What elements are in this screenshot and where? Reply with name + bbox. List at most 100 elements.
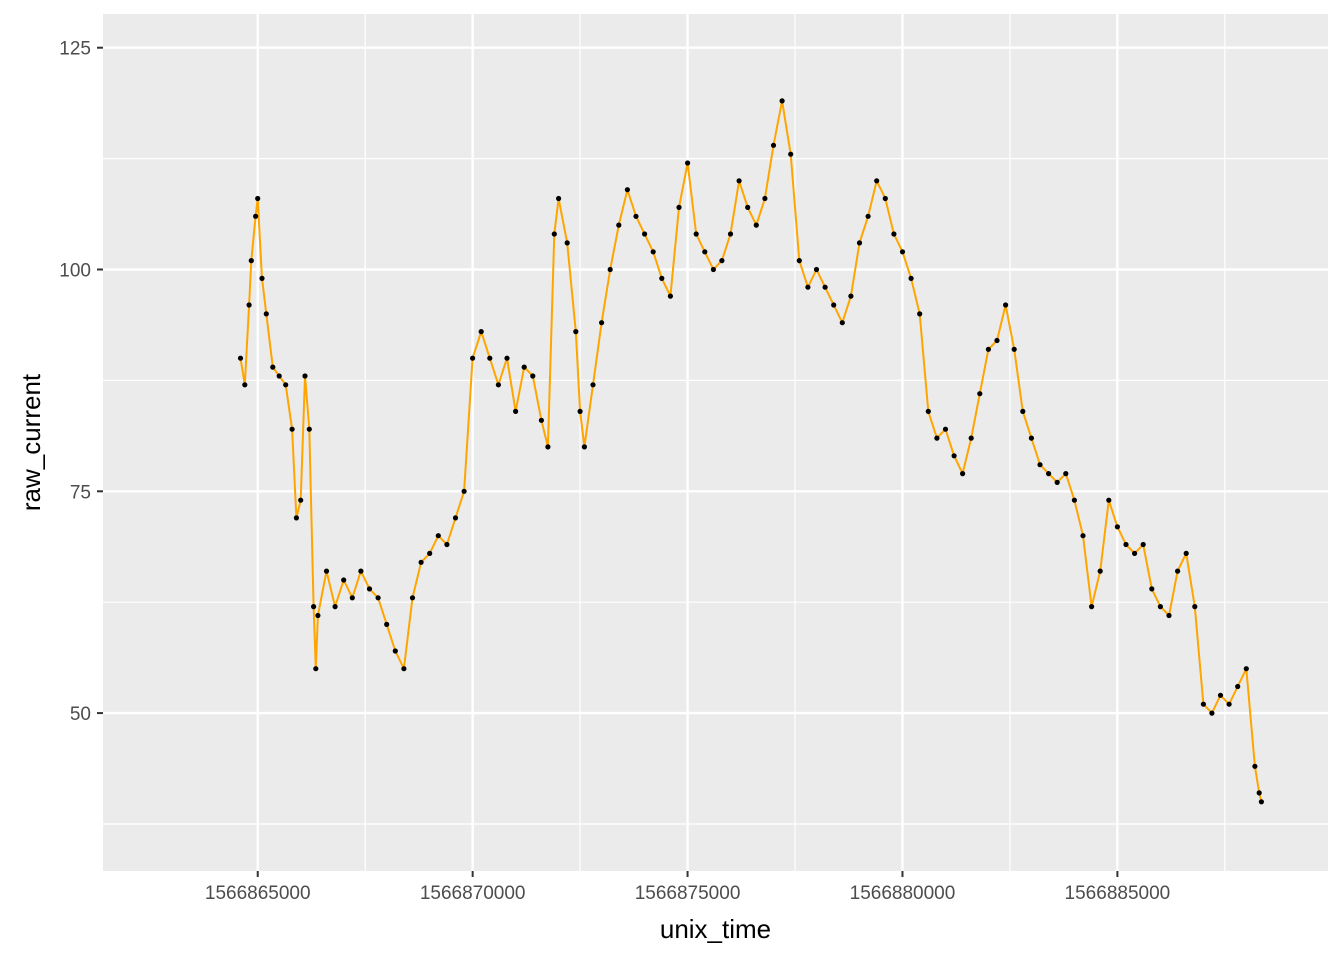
data-point-0-104 xyxy=(1037,462,1043,468)
data-point-0-12 xyxy=(293,515,299,521)
y-tick-label-1: 75 xyxy=(70,482,91,503)
data-point-0-118 xyxy=(1157,604,1163,610)
y-axis-title: raw_current xyxy=(16,373,46,511)
x-tick-label-4: 1566885000 xyxy=(1065,883,1171,904)
data-point-0-14 xyxy=(302,373,308,379)
minor-gridlines xyxy=(103,14,1328,871)
data-point-0-30 xyxy=(418,559,424,565)
data-point-0-117 xyxy=(1149,586,1155,592)
data-point-0-100 xyxy=(1003,302,1009,308)
data-point-0-90 xyxy=(917,311,923,317)
data-point-0-116 xyxy=(1140,541,1146,548)
data-point-0-16 xyxy=(311,604,317,610)
data-point-0-11 xyxy=(289,426,295,432)
data-point-0-82 xyxy=(848,293,854,299)
data-point-0-123 xyxy=(1200,701,1206,707)
data-point-0-127 xyxy=(1235,683,1241,690)
data-point-0-74 xyxy=(779,98,785,104)
data-point-0-98 xyxy=(985,346,992,352)
data-point-0-59 xyxy=(650,249,656,255)
data-point-0-38 xyxy=(487,355,493,361)
y-tick-label-3: 125 xyxy=(59,39,91,60)
data-point-0-87 xyxy=(891,231,897,237)
data-point-0-5 xyxy=(255,195,261,202)
data-point-0-76 xyxy=(796,258,802,264)
data-point-0-53 xyxy=(599,320,605,326)
series-points-layer xyxy=(237,98,1264,805)
data-point-0-78 xyxy=(813,266,820,273)
data-point-0-109 xyxy=(1080,533,1086,539)
data-point-0-22 xyxy=(349,595,355,601)
data-point-0-9 xyxy=(276,373,282,379)
data-point-0-89 xyxy=(908,275,914,281)
x-tick-label-3: 1566880000 xyxy=(850,883,956,904)
data-point-0-72 xyxy=(762,195,768,202)
y-tick-label-2: 100 xyxy=(59,261,91,282)
data-point-0-124 xyxy=(1209,710,1215,716)
data-point-0-77 xyxy=(805,284,811,290)
data-point-0-73 xyxy=(770,142,777,148)
data-point-0-108 xyxy=(1071,497,1077,503)
data-point-0-2 xyxy=(246,302,252,308)
data-point-0-68 xyxy=(727,231,734,237)
data-point-0-61 xyxy=(667,293,674,299)
data-point-0-17 xyxy=(313,666,319,672)
data-point-0-54 xyxy=(607,266,613,273)
data-point-0-96 xyxy=(968,435,974,441)
data-point-0-36 xyxy=(470,355,476,361)
data-point-0-39 xyxy=(495,382,501,388)
data-point-0-56 xyxy=(624,187,631,193)
data-point-0-40 xyxy=(504,355,510,361)
data-point-0-71 xyxy=(753,222,759,228)
data-point-0-80 xyxy=(831,302,837,308)
data-point-0-126 xyxy=(1226,701,1232,707)
data-point-0-94 xyxy=(951,453,957,459)
data-point-0-105 xyxy=(1046,471,1052,477)
data-point-0-91 xyxy=(925,408,931,414)
data-point-0-45 xyxy=(545,444,551,450)
y-axis: 50 75 100 125 xyxy=(59,39,103,725)
data-point-0-83 xyxy=(856,240,863,246)
data-point-0-67 xyxy=(719,258,725,264)
data-point-0-95 xyxy=(960,471,966,477)
data-point-0-34 xyxy=(452,515,459,521)
data-point-0-6 xyxy=(259,275,265,281)
data-point-0-7 xyxy=(263,311,269,317)
data-point-0-101 xyxy=(1011,346,1017,352)
data-point-0-26 xyxy=(384,621,390,628)
data-point-0-31 xyxy=(427,550,433,557)
data-point-0-84 xyxy=(865,213,871,219)
data-point-0-35 xyxy=(461,488,467,494)
data-point-0-125 xyxy=(1217,692,1224,698)
x-tick-label-0: 1566865000 xyxy=(205,883,311,904)
data-point-0-103 xyxy=(1028,435,1034,441)
data-point-0-13 xyxy=(298,497,304,503)
data-point-0-60 xyxy=(659,275,665,281)
data-point-0-99 xyxy=(994,337,1000,344)
data-point-0-102 xyxy=(1020,408,1026,414)
data-point-0-19 xyxy=(323,568,330,574)
data-point-0-113 xyxy=(1114,524,1120,530)
data-point-0-69 xyxy=(736,178,742,184)
data-point-0-25 xyxy=(375,595,381,601)
data-point-0-10 xyxy=(283,382,289,388)
data-point-0-130 xyxy=(1256,790,1262,796)
data-point-0-48 xyxy=(564,240,570,246)
data-point-0-70 xyxy=(745,204,751,210)
data-point-0-121 xyxy=(1183,550,1189,557)
x-tick-label-1: 1566870000 xyxy=(420,883,526,904)
data-point-0-92 xyxy=(934,435,940,441)
data-point-0-79 xyxy=(822,284,828,290)
data-point-0-55 xyxy=(616,222,622,228)
data-point-0-119 xyxy=(1166,612,1172,619)
data-point-0-37 xyxy=(478,329,484,335)
data-point-0-46 xyxy=(551,231,557,237)
data-point-0-52 xyxy=(590,382,596,388)
data-point-0-93 xyxy=(942,426,949,432)
data-point-0-81 xyxy=(839,320,845,326)
data-point-0-122 xyxy=(1192,604,1198,610)
data-point-0-115 xyxy=(1132,550,1138,557)
data-point-0-28 xyxy=(401,666,407,672)
data-point-0-42 xyxy=(521,364,527,370)
